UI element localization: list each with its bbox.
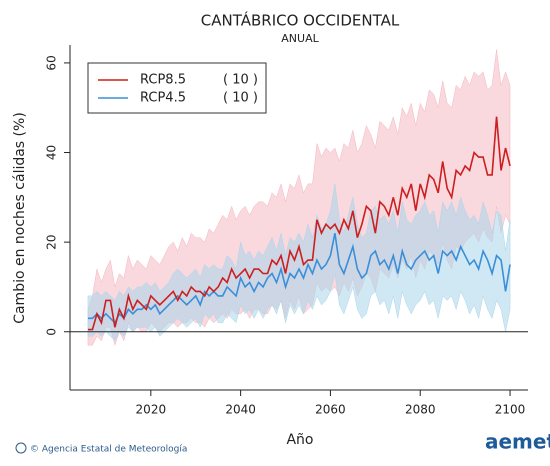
x-tick-label: 2080 [405,403,436,417]
legend-count: ( 10 ) [223,73,258,88]
y-tick-label: 20 [45,235,59,250]
x-axis-label: Año [286,432,313,448]
chart-title: CANTÁBRICO OCCIDENTAL [201,11,400,30]
footer: © Agencia Estatal de Meteorología [30,445,187,455]
series-line [87,116,511,331]
x-tick-label: 2040 [225,403,256,417]
x-tick-label: 2100 [495,403,526,417]
y-tick-label: 60 [45,55,59,70]
x-tick-label: 2060 [315,403,346,417]
y-axis-label: Cambio en noches cálidas (%) [12,112,28,324]
range-band [87,183,511,342]
legend-count: ( 10 ) [223,91,258,106]
chart-subtitle: ANUAL [281,32,319,45]
x-tick-label: 2020 [136,403,167,417]
legend-label: RCP8.5 [140,73,186,88]
footer-icon [15,442,27,454]
legend-label: RCP4.5 [140,91,186,106]
logo: aemet [485,430,550,454]
legend-box [87,62,267,114]
y-tick-label: 0 [45,328,59,336]
series-line [87,233,511,325]
y-tick-label: 40 [45,145,59,160]
